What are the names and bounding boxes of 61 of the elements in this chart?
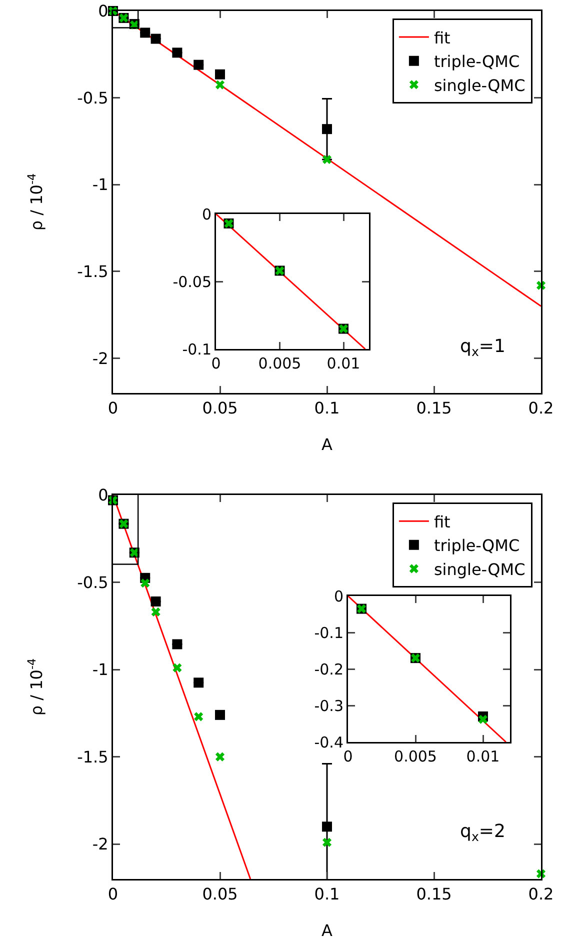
- point: [150, 596, 161, 606]
- x-axis-title: A: [322, 435, 333, 454]
- point: [322, 154, 332, 164]
- point: [322, 838, 332, 847]
- y-tick-label: -2: [92, 834, 108, 854]
- y-tick-label: -0.1: [182, 340, 212, 358]
- point: [194, 712, 204, 722]
- x-tick-label: 0.15: [416, 398, 452, 418]
- y-tick-label: -2: [92, 348, 108, 368]
- legend-label: fit: [434, 512, 450, 532]
- y-tick-label: -0.4: [314, 733, 344, 752]
- point: [322, 124, 332, 134]
- y-tick-label: -1.5: [77, 262, 108, 282]
- x-tick-label: 0.05: [202, 398, 238, 418]
- annotation: q$_{x}$=1: [460, 336, 506, 359]
- point: [478, 714, 488, 724]
- x-tick-label: 0.05: [202, 884, 238, 904]
- x-tick-label: 0.005: [394, 748, 437, 766]
- legend-label: triple-QMC: [434, 52, 520, 72]
- point: [172, 663, 182, 672]
- x-axis-title: A: [322, 921, 333, 940]
- y-tick-label: -0.5: [77, 88, 108, 108]
- x-tick-label: 0.01: [326, 354, 360, 372]
- x-tick-label: 0.005: [258, 354, 302, 372]
- y-tick-label: 0: [98, 486, 108, 505]
- x-tick-label: 0.2: [528, 398, 554, 418]
- point: [194, 60, 204, 70]
- y-tick-label: -0.05: [172, 272, 212, 291]
- y-tick-label: 0: [98, 2, 108, 21]
- point: [172, 48, 182, 58]
- point: [151, 607, 160, 616]
- y-tick-label: 0: [334, 587, 344, 606]
- point: [172, 639, 182, 650]
- point: [140, 578, 150, 588]
- point: [215, 69, 225, 80]
- point: [194, 678, 204, 688]
- y-tick-label: 0: [202, 205, 212, 224]
- point: [140, 28, 150, 38]
- x-tick-label: 0.1: [314, 884, 340, 904]
- x-tick-label: 0.2: [528, 884, 554, 904]
- y-tick-label: -1: [92, 660, 108, 680]
- point: [322, 822, 332, 832]
- y-tick-label: -0.5: [77, 572, 108, 592]
- point: [215, 80, 225, 90]
- y-tick-label: -0.3: [314, 696, 344, 715]
- x-tick-label: 0.01: [466, 748, 500, 766]
- legend-label: single-QMC: [434, 76, 526, 95]
- legend-label: single-QMC: [434, 560, 526, 579]
- legend-label: fit: [434, 28, 450, 48]
- y-tick-label: -1: [92, 175, 108, 194]
- x-tick-label: 0.1: [314, 398, 340, 418]
- point: [150, 34, 161, 44]
- annotation: q$_{x}$=2: [460, 821, 506, 844]
- y-tick-label: -0.1: [314, 624, 344, 642]
- point: [536, 869, 546, 878]
- x-tick-label: 0.15: [416, 884, 452, 904]
- legend-label: triple-QMC: [434, 536, 520, 556]
- y-tick-label: -0.2: [314, 660, 344, 678]
- y-tick-label: -1.5: [77, 747, 108, 766]
- point: [215, 710, 225, 720]
- point: [215, 752, 225, 762]
